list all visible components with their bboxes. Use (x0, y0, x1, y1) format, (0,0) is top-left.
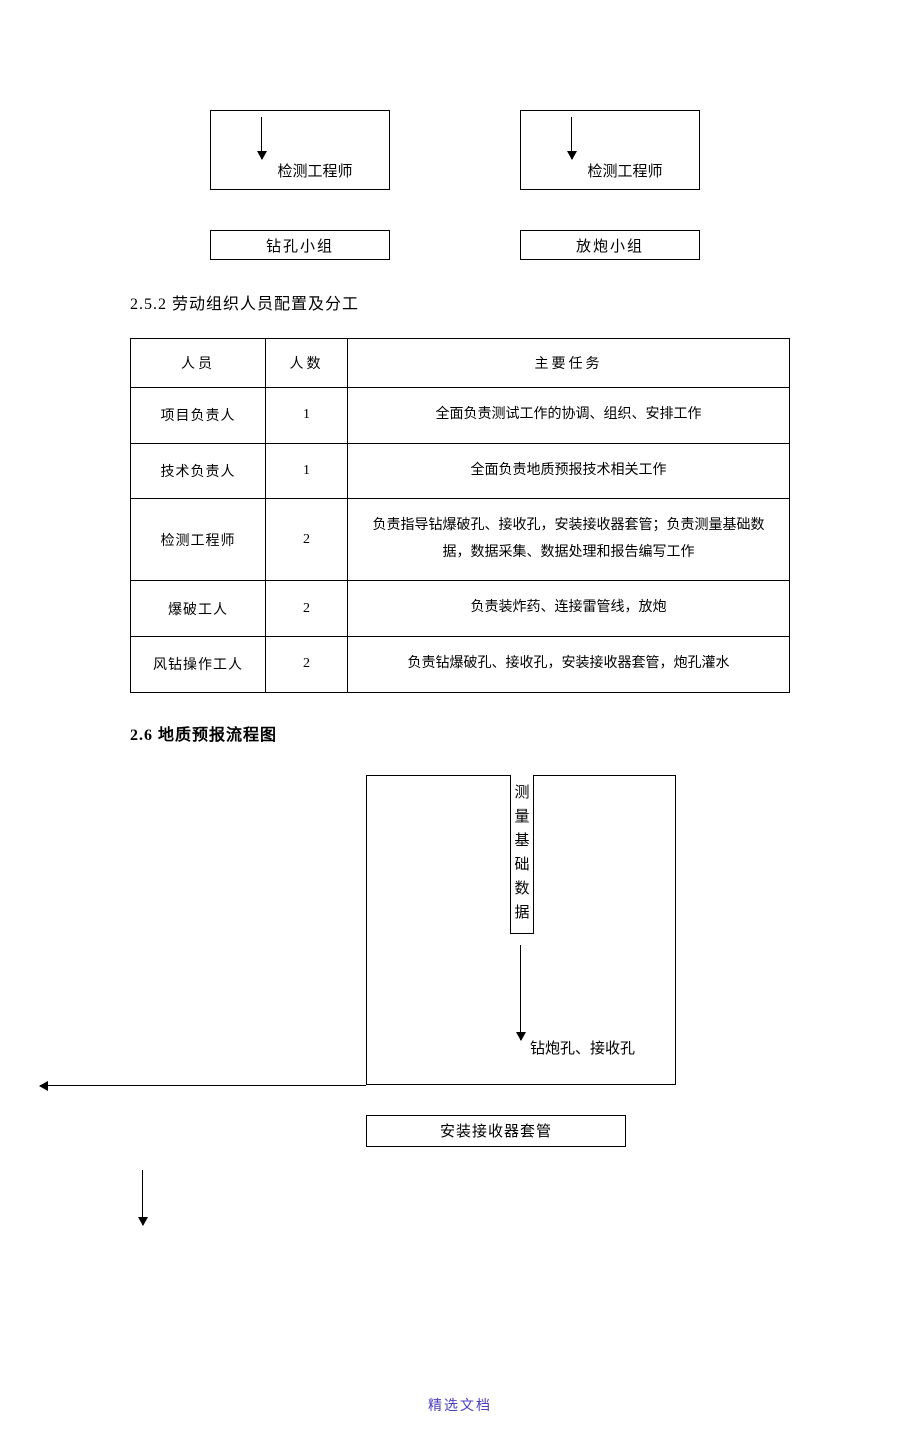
org-boxes-row-2: 钻孔小组 放炮小组 (210, 230, 790, 260)
th-role: 人员 (131, 339, 266, 388)
cell-count: 2 (266, 636, 348, 692)
flow-install-box: 安装接收器套管 (366, 1115, 626, 1147)
sub-box-left-label: 钻孔小组 (266, 235, 334, 256)
table-row: 风钻操作工人 2 负责钻爆破孔、接收孔，安装接收器套管，炮孔灌水 (131, 636, 790, 692)
table-row: 检测工程师 2 负责指导钻爆破孔、接收孔，安装接收器套管；负责测量基础数据，数据… (131, 499, 790, 581)
sub-box-right: 放炮小组 (520, 230, 700, 260)
table-row: 爆破工人 2 负责装炸药、连接雷管线，放炮 (131, 581, 790, 637)
org-boxes-row-1: 检测工程师 检测工程师 (210, 110, 790, 190)
cell-role: 项目负责人 (131, 388, 266, 444)
personnel-table: 人员 人数 主要任务 项目负责人 1 全面负责测试工作的协调、组织、安排工作 技… (130, 338, 790, 693)
cell-count: 2 (266, 499, 348, 581)
flow-step-label: 钻炮孔、接收孔 (530, 1037, 635, 1058)
cell-count: 1 (266, 388, 348, 444)
flow-start-box: 测量基础数据 (510, 775, 534, 934)
flow-start-text: 测量基础数据 (513, 781, 531, 925)
org-box-right: 检测工程师 (520, 110, 700, 190)
th-count: 人数 (266, 339, 348, 388)
cell-count: 2 (266, 581, 348, 637)
cell-task: 全面负责测试工作的协调、组织、安排工作 (348, 388, 790, 444)
org-box-left: 检测工程师 (210, 110, 390, 190)
heading-2-6: 2.6 地质预报流程图 (130, 721, 790, 745)
flowchart: 测量基础数据 钻炮孔、接收孔 安装接收器套管 (130, 775, 790, 1255)
sub-box-right-label: 放炮小组 (576, 235, 644, 256)
org-box-right-label: 检测工程师 (587, 160, 662, 181)
table-row: 技术负责人 1 全面负责地质预报技术相关工作 (131, 443, 790, 499)
cell-count: 1 (266, 443, 348, 499)
th-task: 主要任务 (348, 339, 790, 388)
sub-box-left: 钻孔小组 (210, 230, 390, 260)
cell-role: 风钻操作工人 (131, 636, 266, 692)
page-footer: 精选文档 (130, 1395, 790, 1415)
table-header-row: 人员 人数 主要任务 (131, 339, 790, 388)
arrow-down-icon (520, 945, 521, 1040)
flow-install-text: 安装接收器套管 (440, 1120, 552, 1141)
document-page: 检测工程师 检测工程师 钻孔小组 放炮小组 2.5.2 劳动组织人员配置及分工 … (0, 0, 920, 1455)
org-box-left-label: 检测工程师 (277, 160, 352, 181)
cell-task: 负责钻爆破孔、接收孔，安装接收器套管，炮孔灌水 (348, 636, 790, 692)
cell-role: 检测工程师 (131, 499, 266, 581)
table-row: 项目负责人 1 全面负责测试工作的协调、组织、安排工作 (131, 388, 790, 444)
cell-role: 技术负责人 (131, 443, 266, 499)
arrow-down-icon (142, 1170, 143, 1225)
cell-task: 负责指导钻爆破孔、接收孔，安装接收器套管；负责测量基础数据，数据采集、数据处理和… (348, 499, 790, 581)
cell-role: 爆破工人 (131, 581, 266, 637)
cell-task: 全面负责地质预报技术相关工作 (348, 443, 790, 499)
heading-2-5-2: 2.5.2 劳动组织人员配置及分工 (130, 290, 790, 314)
arrow-left-icon (40, 1085, 366, 1086)
arrow-down-icon (571, 117, 572, 159)
cell-task: 负责装炸药、连接雷管线，放炮 (348, 581, 790, 637)
arrow-down-icon (261, 117, 262, 159)
